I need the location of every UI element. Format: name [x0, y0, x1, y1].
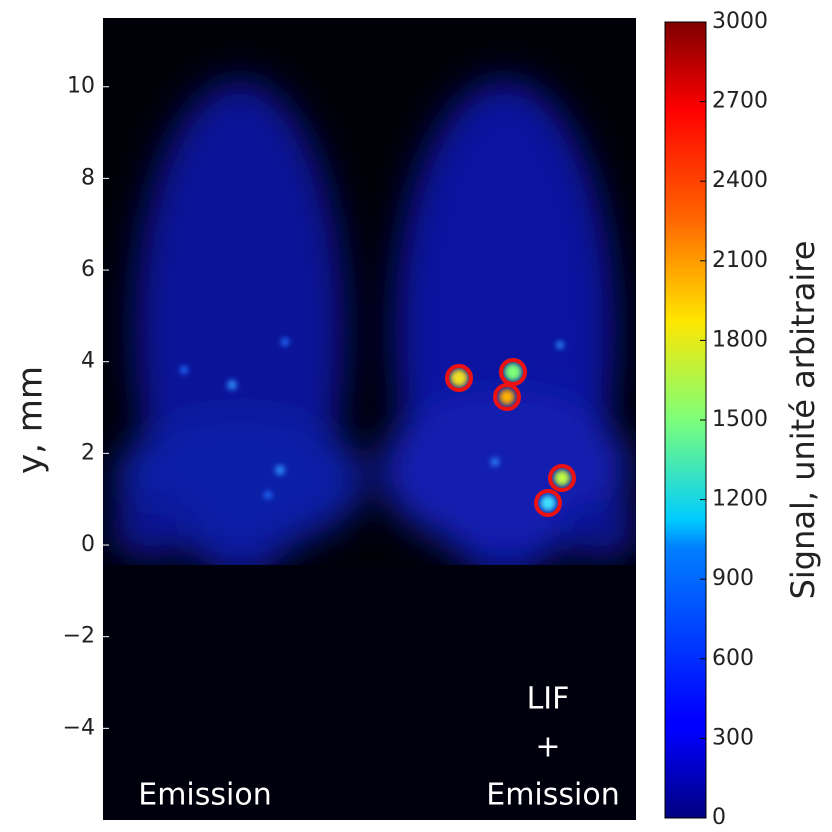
colorbar-tick-label: 2100 — [712, 248, 768, 273]
colorbar — [664, 21, 707, 819]
colorbar-tick-label: 600 — [712, 646, 754, 671]
colorbar-tick-label: 1200 — [712, 487, 768, 512]
colorbar-tick-label: 2400 — [712, 168, 768, 193]
hotspots — [180, 338, 570, 511]
y-tick-label: 4 — [81, 349, 95, 374]
y-tick-label: 6 — [81, 257, 95, 282]
image — [103, 18, 636, 820]
colorbar-tick-label: 1500 — [712, 407, 768, 432]
annotation: + — [535, 730, 560, 765]
y-tick-label: −4 — [63, 715, 95, 740]
colorbar-tick-label: 2700 — [712, 89, 768, 114]
annotation: Emission — [138, 778, 271, 813]
colorbar-tick-label: 0 — [712, 805, 726, 828]
colorbar-tick-label: 1800 — [712, 327, 768, 352]
y-tick-label: −2 — [63, 624, 95, 649]
highlight-circles — [445, 358, 576, 517]
colorbar-label: Signal, unité arbitraire — [784, 241, 822, 600]
y-tick-label: 8 — [81, 165, 95, 190]
y-tick-label: 2 — [81, 440, 95, 465]
colorbar-tick-label: 3000 — [712, 9, 768, 34]
y-tick-label: 10 — [67, 74, 95, 99]
annotation: Emission — [486, 778, 619, 813]
colorbar-tick-label: 900 — [712, 566, 754, 591]
annotation: LIF — [527, 682, 570, 717]
y-tick-label: 0 — [81, 532, 95, 557]
colorbar-tick-label: 300 — [712, 725, 754, 750]
y-axis-label: y, mm — [11, 366, 51, 474]
